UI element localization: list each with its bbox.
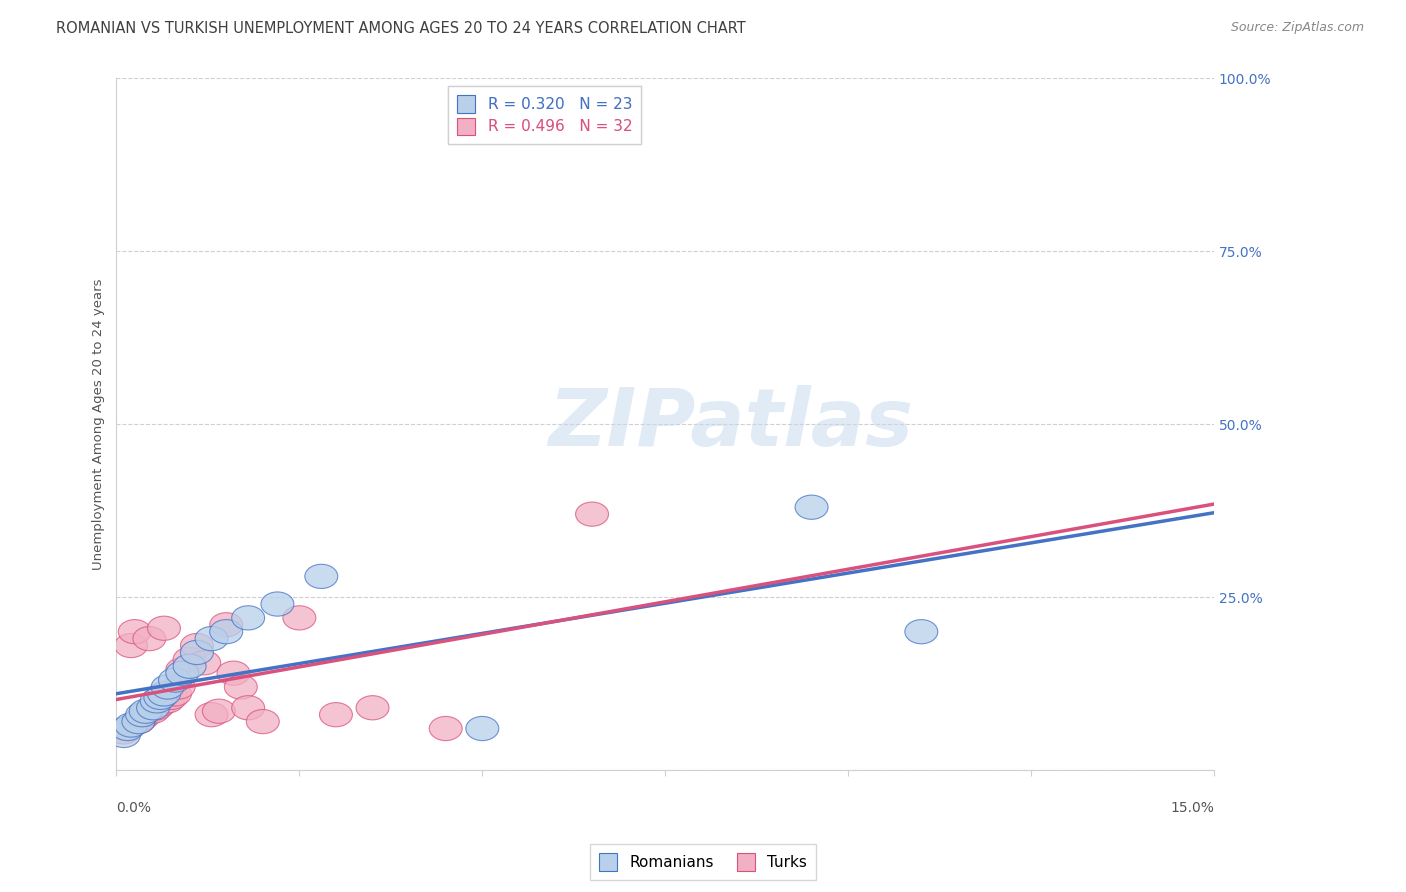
Ellipse shape (152, 689, 184, 713)
Ellipse shape (107, 720, 141, 744)
Ellipse shape (143, 692, 177, 716)
Ellipse shape (319, 703, 353, 727)
Ellipse shape (217, 661, 250, 685)
Ellipse shape (796, 495, 828, 519)
Ellipse shape (173, 648, 207, 672)
Ellipse shape (232, 606, 264, 630)
Ellipse shape (905, 620, 938, 644)
Ellipse shape (141, 689, 173, 713)
Legend: R = 0.320   N = 23, R = 0.496   N = 32: R = 0.320 N = 23, R = 0.496 N = 32 (449, 87, 641, 145)
Ellipse shape (136, 699, 170, 723)
Ellipse shape (195, 626, 228, 651)
Text: 15.0%: 15.0% (1170, 800, 1213, 814)
Text: ZIPatlas: ZIPatlas (548, 385, 914, 463)
Ellipse shape (166, 657, 198, 681)
Ellipse shape (159, 681, 191, 706)
Ellipse shape (162, 675, 195, 699)
Ellipse shape (141, 696, 173, 720)
Ellipse shape (111, 716, 143, 740)
Ellipse shape (465, 716, 499, 740)
Ellipse shape (166, 661, 198, 685)
Ellipse shape (118, 620, 152, 644)
Ellipse shape (180, 640, 214, 665)
Ellipse shape (129, 703, 162, 727)
Legend: Romanians, Turks: Romanians, Turks (589, 844, 817, 880)
Ellipse shape (136, 696, 170, 720)
Ellipse shape (356, 696, 389, 720)
Ellipse shape (159, 668, 191, 692)
Ellipse shape (143, 685, 177, 709)
Text: 0.0%: 0.0% (117, 800, 152, 814)
Text: ROMANIAN VS TURKISH UNEMPLOYMENT AMONG AGES 20 TO 24 YEARS CORRELATION CHART: ROMANIAN VS TURKISH UNEMPLOYMENT AMONG A… (56, 21, 747, 36)
Ellipse shape (283, 606, 316, 630)
Ellipse shape (107, 723, 141, 747)
Ellipse shape (195, 703, 228, 727)
Ellipse shape (202, 699, 235, 723)
Ellipse shape (209, 613, 243, 637)
Ellipse shape (111, 716, 143, 740)
Ellipse shape (125, 703, 159, 727)
Ellipse shape (134, 626, 166, 651)
Ellipse shape (148, 616, 180, 640)
Ellipse shape (115, 713, 148, 737)
Ellipse shape (232, 696, 264, 720)
Ellipse shape (173, 654, 207, 679)
Ellipse shape (225, 675, 257, 699)
Ellipse shape (152, 675, 184, 699)
Ellipse shape (180, 633, 214, 657)
Ellipse shape (262, 592, 294, 616)
Ellipse shape (575, 502, 609, 526)
Text: Source: ZipAtlas.com: Source: ZipAtlas.com (1230, 21, 1364, 34)
Ellipse shape (209, 620, 243, 644)
Ellipse shape (188, 651, 221, 675)
Ellipse shape (122, 709, 155, 734)
Y-axis label: Unemployment Among Ages 20 to 24 years: Unemployment Among Ages 20 to 24 years (93, 278, 105, 570)
Ellipse shape (129, 699, 162, 723)
Ellipse shape (246, 709, 280, 734)
Ellipse shape (305, 565, 337, 589)
Ellipse shape (115, 633, 148, 657)
Ellipse shape (148, 681, 180, 706)
Ellipse shape (429, 716, 463, 740)
Ellipse shape (125, 706, 159, 731)
Ellipse shape (155, 685, 188, 709)
Ellipse shape (122, 709, 155, 734)
